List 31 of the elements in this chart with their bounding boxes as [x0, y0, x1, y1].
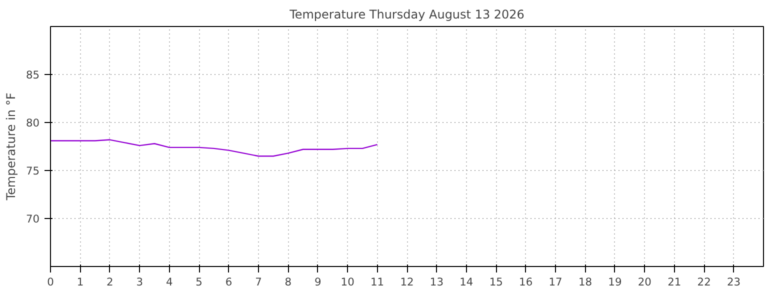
x-tick-label: 13 — [430, 276, 444, 288]
x-tick-label: 8 — [284, 276, 292, 288]
x-tick-label: 9 — [314, 276, 322, 288]
x-tick-label: 16 — [519, 276, 533, 288]
x-tick-label: 1 — [76, 276, 84, 288]
x-tick-label: 22 — [697, 276, 711, 288]
y-tick-label: 85 — [26, 68, 40, 82]
x-tick-label: 7 — [255, 276, 262, 288]
x-tick-label: 6 — [225, 276, 232, 288]
x-tick-label: 20 — [638, 276, 652, 288]
x-tick-label: 3 — [136, 276, 144, 288]
y-tick-label: 80 — [26, 116, 40, 130]
y-axis-title: Temperature in °F — [4, 92, 18, 202]
y-tick-label: 70 — [26, 212, 40, 226]
x-tick-label: 17 — [548, 276, 562, 288]
chart-title: Temperature Thursday August 13 2026 — [288, 8, 524, 22]
x-tick-label: 10 — [340, 276, 355, 288]
x-tick-label: 11 — [370, 276, 384, 288]
x-tick-label: 19 — [608, 276, 622, 288]
x-tick-label: 23 — [727, 276, 741, 288]
line-series — [50, 139, 378, 157]
x-tick-label: 15 — [489, 276, 503, 288]
x-tick-label: 12 — [400, 276, 414, 288]
x-tick-label: 14 — [460, 276, 474, 288]
x-tick-label: 5 — [196, 276, 202, 288]
x-tick-label: 0 — [47, 276, 54, 288]
y-tick-label: 75 — [26, 164, 40, 178]
x-tick-label: 21 — [668, 276, 682, 288]
x-tick-label: 2 — [106, 276, 114, 288]
x-tick-label: 4 — [166, 276, 173, 288]
x-tick-label: 18 — [578, 276, 592, 288]
